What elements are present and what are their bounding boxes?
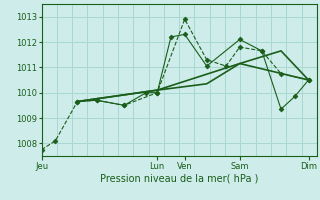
X-axis label: Pression niveau de la mer( hPa ): Pression niveau de la mer( hPa ) [100, 173, 258, 183]
